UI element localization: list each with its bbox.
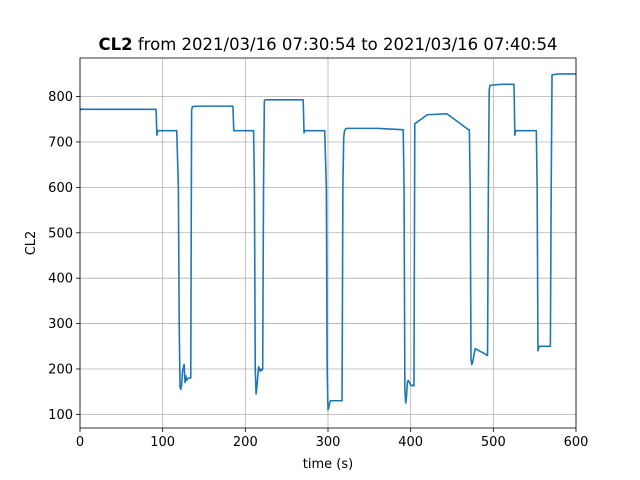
y-tick-label: 100 (48, 408, 73, 423)
y-tick-label: 300 (48, 317, 73, 332)
x-axis-ticks: 0 100 200 300 400 500 600 (76, 428, 589, 450)
grid-lines (79, 58, 577, 428)
series-line-cl2 (79, 73, 576, 411)
x-tick-label: 300 (316, 435, 341, 450)
y-tick-label: 700 (48, 135, 73, 150)
y-tick-label: 500 (48, 226, 73, 241)
plot-area (79, 73, 576, 411)
y-tick-label: 800 (48, 90, 73, 105)
x-tick-label: 200 (233, 435, 258, 450)
x-tick-label: 500 (481, 435, 506, 450)
chart-title-rest: from 2021/03/16 07:30:54 to 2021/03/16 0… (133, 35, 558, 54)
chart-title: CL2 from 2021/03/16 07:30:54 to 2021/03/… (99, 35, 558, 54)
x-tick-label: 0 (76, 435, 84, 450)
chart-title-bold: CL2 (99, 35, 133, 54)
y-tick-label: 600 (48, 181, 73, 196)
y-axis-ticks: 100 200 300 400 500 600 700 800 (48, 90, 80, 423)
x-tick-label: 400 (398, 435, 423, 450)
x-axis-label: time (s) (303, 457, 353, 472)
y-axis-label: CL2 (24, 231, 39, 256)
y-tick-label: 400 (48, 272, 73, 287)
y-tick-label: 200 (48, 362, 73, 377)
x-tick-label: 100 (150, 435, 175, 450)
x-tick-label: 600 (564, 435, 589, 450)
